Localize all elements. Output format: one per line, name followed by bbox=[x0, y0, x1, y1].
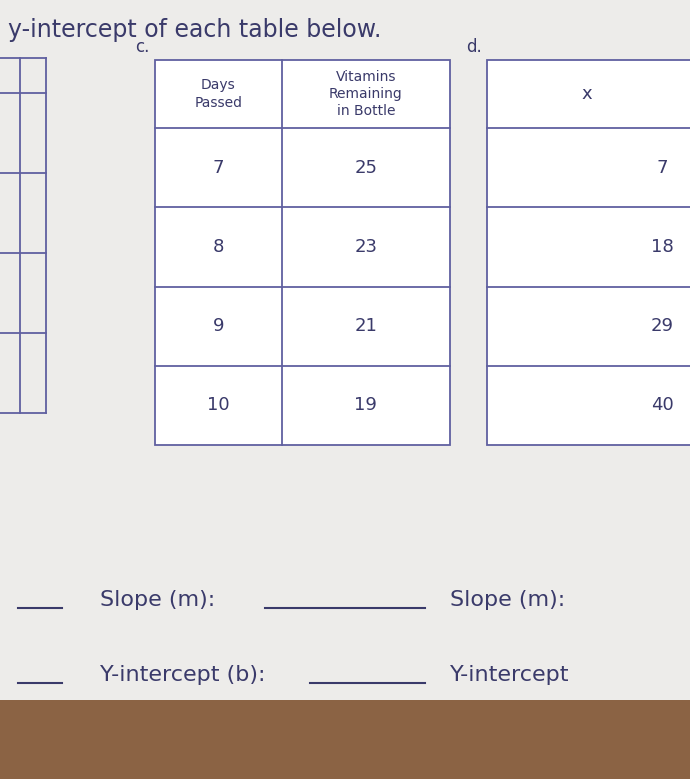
Text: y-intercept of each table below.: y-intercept of each table below. bbox=[8, 18, 382, 42]
Text: 8: 8 bbox=[213, 238, 224, 256]
Text: d.: d. bbox=[466, 38, 482, 56]
Text: 9: 9 bbox=[213, 317, 224, 335]
Text: Y-intercept (b):: Y-intercept (b): bbox=[100, 665, 266, 685]
Text: x: x bbox=[582, 85, 592, 103]
Text: 19: 19 bbox=[355, 397, 377, 414]
Text: c.: c. bbox=[136, 38, 150, 56]
Text: Slope (m):: Slope (m): bbox=[450, 590, 565, 610]
Text: 7: 7 bbox=[656, 159, 668, 177]
Text: 40: 40 bbox=[651, 397, 673, 414]
Text: 29: 29 bbox=[651, 317, 673, 335]
Text: 23: 23 bbox=[355, 238, 377, 256]
Text: Y-intercept: Y-intercept bbox=[450, 665, 569, 685]
Text: 7: 7 bbox=[213, 159, 224, 177]
Bar bbox=[0, 700, 690, 779]
Text: Slope (m):: Slope (m): bbox=[100, 590, 215, 610]
Text: 25: 25 bbox=[355, 159, 377, 177]
Text: 18: 18 bbox=[651, 238, 673, 256]
Text: Days
Passed: Days Passed bbox=[195, 79, 242, 110]
Text: Vitamins
Remaining
in Bottle: Vitamins Remaining in Bottle bbox=[329, 69, 403, 118]
Text: 10: 10 bbox=[207, 397, 230, 414]
Bar bbox=[487, 60, 690, 445]
Bar bbox=[155, 60, 450, 445]
Text: 21: 21 bbox=[355, 317, 377, 335]
